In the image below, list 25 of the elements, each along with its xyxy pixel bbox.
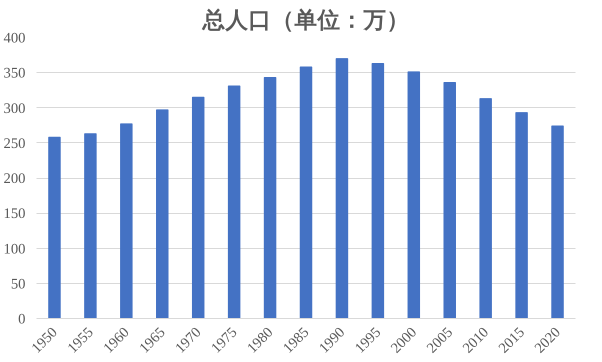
bar: [264, 77, 276, 318]
y-tick-label: 50: [10, 276, 26, 292]
y-tick-label: 300: [4, 100, 26, 117]
bar: [336, 58, 348, 318]
y-tick-label: 250: [4, 136, 26, 152]
chart-title: 总人口（单位：万）: [202, 8, 410, 32]
bar: [551, 126, 564, 318]
y-tick-label: 200: [4, 171, 26, 187]
bar: [84, 133, 97, 318]
y-tick-label: 100: [4, 241, 26, 258]
y-tick-label: 0: [18, 312, 26, 328]
bar: [300, 66, 312, 318]
y-tick-label: 150: [4, 206, 26, 222]
bar: [192, 96, 204, 318]
bar: [372, 62, 384, 318]
bar: [228, 85, 240, 318]
bar: [120, 123, 133, 318]
bar: [443, 82, 456, 318]
bar: [408, 71, 420, 318]
bar: [156, 109, 169, 318]
bar: [479, 98, 492, 318]
bar: [48, 136, 61, 318]
y-tick-label: 350: [4, 66, 26, 82]
y-tick-label: 400: [4, 30, 26, 46]
bar: [515, 112, 528, 318]
